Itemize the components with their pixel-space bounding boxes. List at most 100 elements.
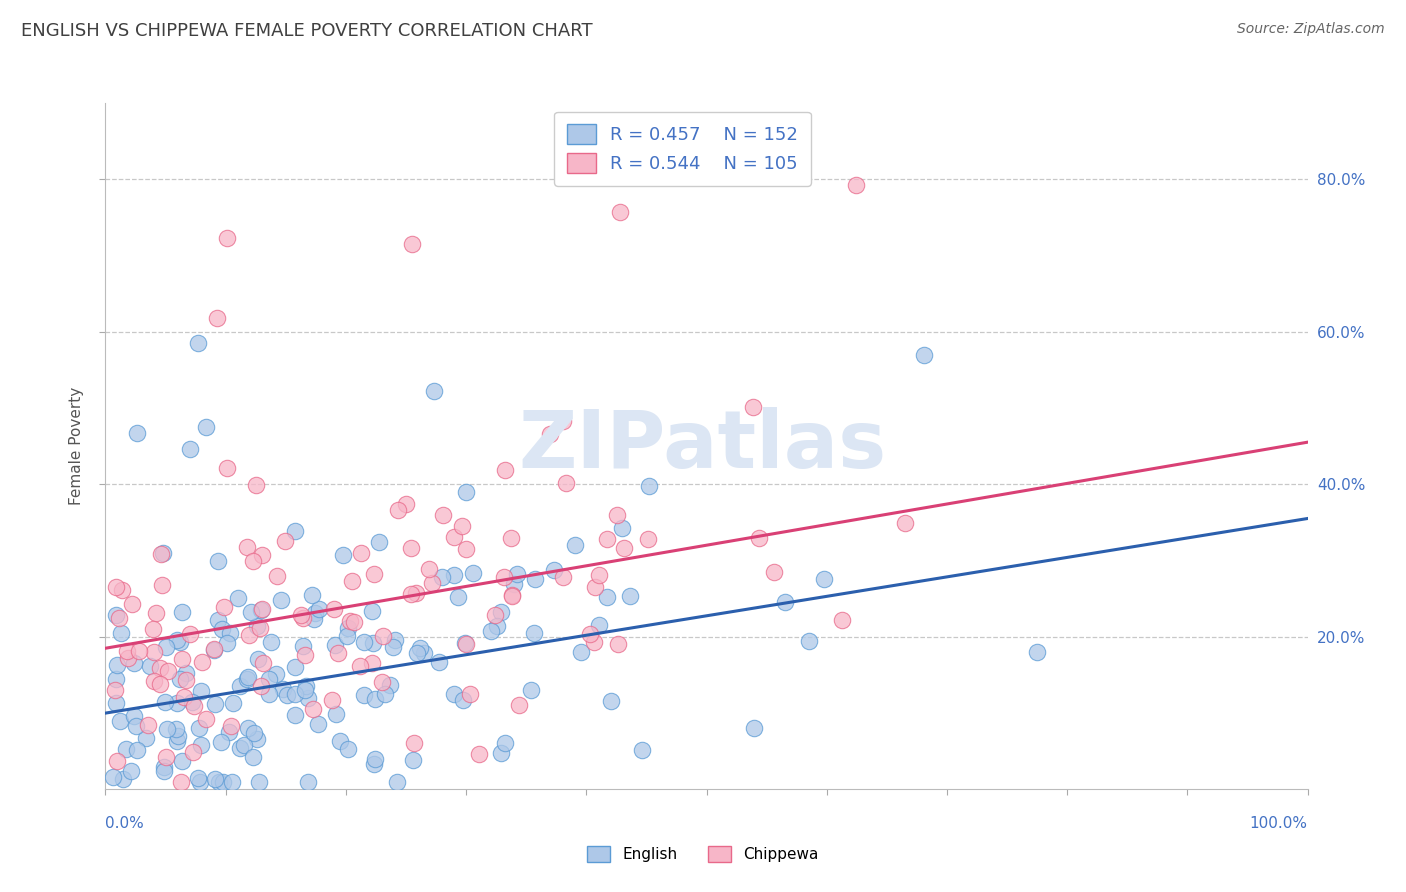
Point	[153, 764, 176, 778]
Point	[138, 658, 160, 673]
Point	[187, 771, 209, 785]
Point	[485, 619, 508, 633]
Point	[292, 639, 315, 653]
Point	[217, 231, 239, 245]
Point	[148, 677, 170, 691]
Point	[363, 756, 385, 771]
Point	[336, 741, 359, 756]
Text: 100.0%: 100.0%	[1250, 816, 1308, 831]
Point	[1025, 645, 1047, 659]
Point	[115, 742, 138, 756]
Point	[142, 673, 165, 688]
Point	[307, 717, 329, 731]
Point	[222, 696, 245, 710]
Point	[609, 204, 631, 219]
Point	[763, 566, 786, 580]
Point	[166, 734, 188, 748]
Point	[494, 736, 516, 750]
Point	[207, 613, 229, 627]
Point	[399, 586, 422, 600]
Point	[325, 707, 347, 722]
Legend: English, Chippewa: English, Chippewa	[581, 840, 825, 868]
Point	[423, 384, 446, 398]
Point	[402, 753, 425, 767]
Point	[242, 554, 264, 568]
Point	[742, 400, 765, 414]
Point	[169, 635, 191, 649]
Point	[443, 568, 465, 582]
Point	[797, 634, 820, 648]
Point	[156, 722, 179, 736]
Point	[555, 476, 578, 491]
Point	[637, 533, 659, 547]
Point	[893, 516, 915, 531]
Point	[302, 612, 325, 626]
Point	[170, 652, 193, 666]
Point	[297, 774, 319, 789]
Point	[418, 562, 440, 576]
Point	[596, 532, 619, 546]
Point	[183, 699, 205, 714]
Point	[214, 600, 236, 615]
Point	[326, 646, 349, 660]
Point	[120, 764, 142, 779]
Point	[329, 734, 352, 748]
Point	[202, 643, 225, 657]
Point	[246, 619, 269, 633]
Point	[323, 638, 346, 652]
Point	[194, 420, 217, 434]
Point	[290, 607, 312, 622]
Point	[294, 682, 316, 697]
Y-axis label: Female Poverty: Female Poverty	[69, 387, 84, 505]
Point	[236, 540, 259, 554]
Point	[499, 531, 522, 545]
Point	[233, 738, 256, 752]
Point	[121, 597, 143, 611]
Point	[105, 673, 128, 687]
Point	[371, 629, 394, 643]
Point	[229, 740, 252, 755]
Point	[569, 645, 592, 659]
Point	[588, 568, 610, 582]
Point	[260, 634, 283, 648]
Point	[245, 478, 267, 492]
Point	[384, 633, 406, 648]
Point	[127, 425, 149, 440]
Point	[202, 642, 225, 657]
Point	[221, 774, 243, 789]
Point	[165, 722, 187, 736]
Point	[432, 508, 454, 523]
Point	[274, 534, 297, 549]
Point	[117, 650, 139, 665]
Point	[912, 348, 935, 362]
Point	[387, 502, 409, 516]
Point	[607, 637, 630, 651]
Point	[595, 591, 617, 605]
Point	[443, 530, 465, 544]
Point	[152, 546, 174, 560]
Point	[259, 687, 281, 701]
Point	[170, 774, 193, 789]
Point	[523, 625, 546, 640]
Point	[219, 719, 242, 733]
Point	[748, 531, 770, 545]
Point	[155, 695, 177, 709]
Point	[229, 679, 252, 693]
Point	[142, 645, 165, 659]
Point	[538, 426, 561, 441]
Point	[166, 729, 188, 743]
Point	[508, 698, 530, 712]
Point	[246, 652, 269, 666]
Point	[364, 691, 387, 706]
Point	[187, 335, 209, 350]
Point	[153, 759, 176, 773]
Point	[451, 519, 474, 533]
Point	[205, 310, 228, 325]
Point	[181, 745, 204, 759]
Point	[304, 607, 326, 621]
Text: Source: ZipAtlas.com: Source: ZipAtlas.com	[1237, 22, 1385, 37]
Point	[479, 624, 502, 638]
Point	[271, 681, 294, 696]
Point	[831, 614, 853, 628]
Point	[252, 656, 274, 670]
